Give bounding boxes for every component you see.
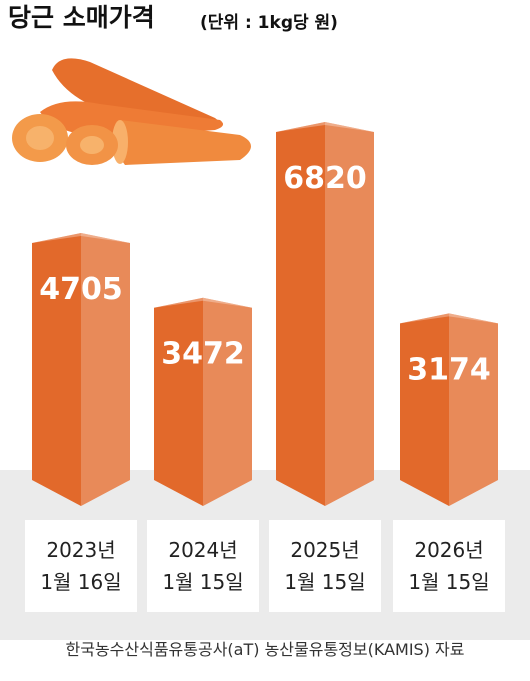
bar-left-face — [32, 232, 81, 507]
bar-right-shade — [81, 232, 130, 507]
bar-right-shade — [203, 297, 252, 506]
x-tick-label: 2023년 1월 16일 — [25, 520, 137, 612]
x-tick-label: 2026년 1월 15일 — [393, 520, 505, 612]
value-label: 4705 — [39, 272, 123, 307]
bar-left-face — [400, 313, 449, 506]
bar-top-face — [400, 313, 498, 324]
x-tick-label: 2025년 1월 15일 — [269, 520, 381, 612]
value-label: 3174 — [407, 352, 491, 387]
source-note: 한국농수산식품유통공사(aT) 농산물유통정보(KAMIS) 자료 — [66, 640, 465, 659]
bar — [400, 313, 498, 506]
bar-right-face — [449, 313, 498, 506]
bar-right-face — [325, 121, 374, 506]
bar-left-face — [154, 297, 203, 506]
bar-left-face — [276, 121, 325, 506]
bar — [32, 232, 130, 507]
bar-top-face — [154, 297, 252, 308]
x-tick-label: 2024년 1월 15일 — [147, 520, 259, 612]
value-label: 6820 — [283, 161, 367, 196]
carrot-illustration — [12, 58, 251, 165]
bar-top-face — [276, 121, 374, 132]
chart-title: 당근 소매가격 — [8, 3, 155, 32]
value-label: 3472 — [161, 337, 245, 372]
bar-right-shade — [325, 121, 374, 506]
bar-top-face — [32, 232, 130, 243]
bar — [154, 297, 252, 506]
bar-right-shade — [449, 313, 498, 506]
bar — [276, 121, 374, 506]
chart-subtitle: (단위 : 1kg당 원) — [200, 13, 338, 33]
bar-right-face — [81, 232, 130, 507]
bar-right-face — [203, 297, 252, 506]
